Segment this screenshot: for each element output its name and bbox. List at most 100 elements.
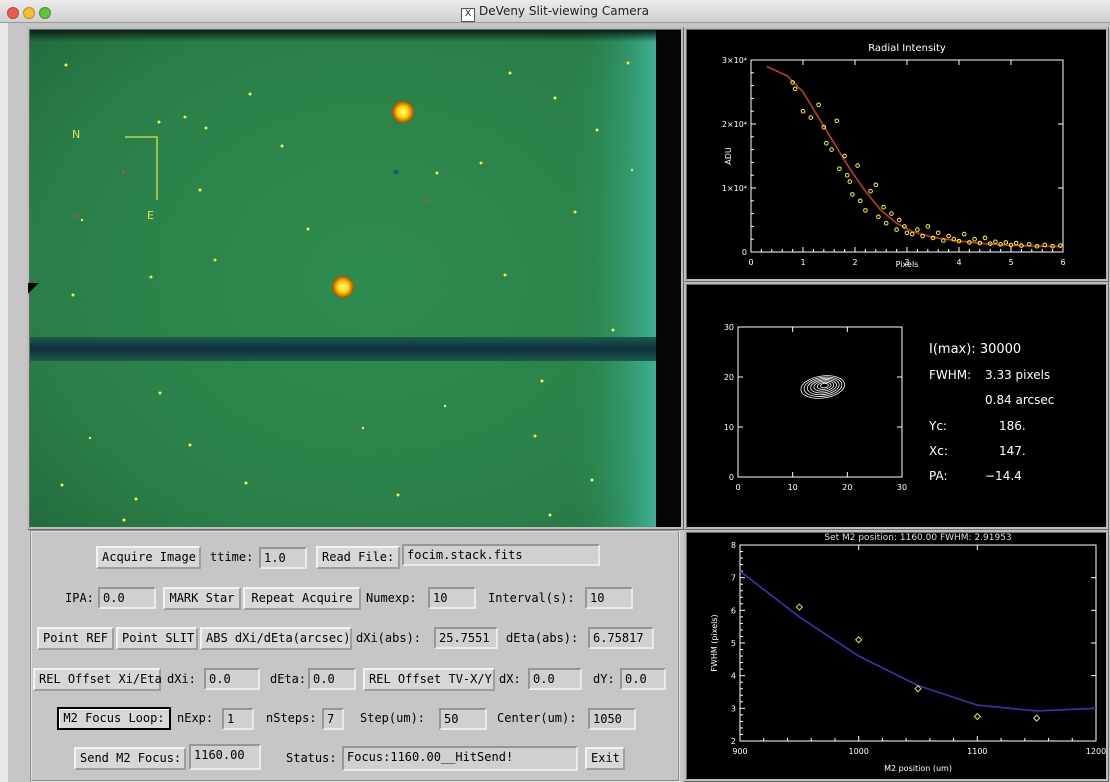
- radial-data-point: [977, 240, 983, 246]
- psf-contour-plot: 0 10 20 30 0 10 20 30: [724, 323, 907, 492]
- nexp-input[interactable]: 1: [222, 708, 254, 730]
- read-file-input[interactable]: focim.stack.fits: [402, 544, 600, 566]
- radial-data-point: [821, 124, 827, 130]
- nsteps-input[interactable]: 7: [322, 708, 344, 730]
- x11-icon: X: [461, 8, 476, 22]
- radial-data-point: [972, 236, 977, 242]
- contour-axes-frame: [737, 326, 903, 478]
- rel-offset-xi-eta-button[interactable]: REL Offset Xi/Eta: [33, 668, 162, 691]
- interval-input[interactable]: 10: [585, 587, 633, 609]
- zoom-window-button[interactable]: [39, 7, 51, 19]
- camera-image-panel[interactable]: N E ◤: [27, 27, 684, 530]
- fwhm-label: FWHM:: [929, 368, 972, 382]
- rel-offset-tv-button[interactable]: REL Offset TV-X/Y: [363, 668, 495, 691]
- radial-data-point: [881, 204, 886, 210]
- radial-data-point: [1034, 243, 1040, 249]
- repeat-acquire-button[interactable]: Repeat Acquire: [243, 587, 361, 610]
- dxi-abs-label: dXi(abs):: [356, 631, 422, 645]
- radial-data-point: [982, 235, 988, 241]
- radial-data-point: [904, 230, 910, 236]
- step-label: Step(um):: [360, 711, 426, 725]
- camera-image[interactable]: N E: [30, 30, 681, 527]
- radial-data-point: [850, 192, 855, 197]
- radial-x-tick-label: 1: [800, 258, 805, 267]
- radial-y-tick-label: 1×10⁴: [722, 184, 747, 193]
- radial-data-point: [941, 238, 946, 243]
- abs-dxi-deta-button[interactable]: ABS dXi/dEta(arcsec): [200, 627, 352, 650]
- radial-data-point: [1008, 242, 1014, 248]
- imax-readout: I(max): 30000: [929, 342, 1022, 357]
- step-input[interactable]: 50: [439, 708, 487, 730]
- send-m2-focus-input[interactable]: 1160.00: [189, 744, 261, 770]
- radial-data-point: [792, 86, 798, 92]
- contour-y-tick-label: 10: [724, 423, 734, 432]
- point-ref-button[interactable]: Point REF: [37, 627, 114, 650]
- dy-input[interactable]: 0.0: [620, 668, 666, 690]
- focus-y-tick-label: 2: [731, 737, 736, 746]
- radial-data-point: [1013, 240, 1019, 246]
- focus-curve-chart: 900 1000 1100 1200 2 3 4 5 6 7 8 Set M2 position: 1…: [710, 533, 1106, 773]
- radial-data-point: [935, 230, 941, 236]
- radial-data-point: [956, 238, 962, 244]
- focus-y-tick-label: 4: [731, 672, 736, 681]
- focus-data-point: [795, 603, 804, 611]
- radial-data-point: [1050, 243, 1055, 249]
- radial-y-tick-label: 3×10⁴: [722, 56, 747, 65]
- contour-x-tick-label: 30: [897, 483, 907, 492]
- deta-input[interactable]: 0.0: [308, 668, 356, 690]
- ipa-input[interactable]: 0.0: [98, 587, 156, 609]
- radial-data-point: [915, 227, 920, 232]
- radial-x-tick-label: 0: [748, 258, 753, 267]
- radial-data-point: [1058, 243, 1063, 248]
- radial-data-point: [961, 231, 967, 237]
- ipa-label: IPA:: [65, 591, 94, 605]
- radial-data-point: [855, 163, 860, 168]
- contour-y-tick-label: 30: [724, 323, 734, 332]
- radial-data-point: [1003, 240, 1009, 245]
- focus-axes-frame: [739, 544, 1097, 742]
- psf-contour-ring: [813, 380, 835, 392]
- bright-star-target: [331, 275, 355, 299]
- pa-value: −14.4: [985, 469, 1022, 483]
- interval-label: Interval(s):: [488, 591, 575, 605]
- radial-x-tick-label: 6: [1060, 258, 1065, 267]
- ttime-input[interactable]: 1.0: [259, 547, 307, 569]
- dxi-input[interactable]: 0.0: [204, 668, 260, 690]
- contour-y-tick-label: 20: [724, 373, 734, 382]
- acquire-image-button[interactable]: Acquire Image: [96, 546, 201, 569]
- numexp-label: Numexp:: [366, 591, 417, 605]
- focus-x-axis-label: M2 position (um): [884, 764, 952, 773]
- focus-y-tick-label: 3: [731, 704, 736, 713]
- radial-data-point: [837, 166, 842, 172]
- radial-x-tick-label: 2: [852, 258, 857, 267]
- m2-focus-loop-button[interactable]: M2 Focus Loop:: [57, 707, 171, 730]
- center-input[interactable]: 1050: [588, 708, 636, 730]
- focus-fit-line: [739, 570, 1097, 712]
- mark-star-button[interactable]: MARK Star: [163, 587, 241, 610]
- radial-data-point: [873, 182, 879, 188]
- send-m2-focus-button[interactable]: Send M2 Focus:: [74, 747, 186, 770]
- center-label: Center(um):: [497, 711, 577, 725]
- close-window-button[interactable]: [7, 7, 19, 19]
- psf-contour-ring: [816, 381, 832, 390]
- radial-data-point: [844, 172, 850, 178]
- focus-x-tick-label: 1100: [967, 747, 987, 756]
- radial-data-point: [863, 208, 868, 213]
- numexp-input[interactable]: 10: [428, 587, 476, 609]
- dxi-abs-input[interactable]: 25.7551: [434, 627, 498, 649]
- psf-contour-ring: [800, 375, 845, 399]
- focus-x-tick-label: 1200: [1086, 747, 1106, 756]
- background-window-edge: [0, 23, 8, 782]
- minimize-window-button[interactable]: [23, 7, 35, 19]
- focus-y-axis-label: FWHM (pixels): [710, 614, 719, 671]
- radial-data-point: [829, 147, 834, 152]
- nsteps-label: nSteps:: [266, 711, 317, 725]
- read-file-button[interactable]: Read File:: [316, 546, 400, 569]
- point-slit-button[interactable]: Point SLIT: [116, 627, 198, 650]
- fwhm-pixels-value: 3.33 pixels: [985, 368, 1051, 382]
- exit-button[interactable]: Exit: [585, 747, 625, 770]
- dx-input[interactable]: 0.0: [528, 668, 582, 690]
- deta-abs-input[interactable]: 6.75817: [588, 627, 654, 649]
- fwhm-arcsec-value: 0.84 arcsec: [985, 393, 1055, 407]
- dy-label: dY:: [593, 672, 615, 686]
